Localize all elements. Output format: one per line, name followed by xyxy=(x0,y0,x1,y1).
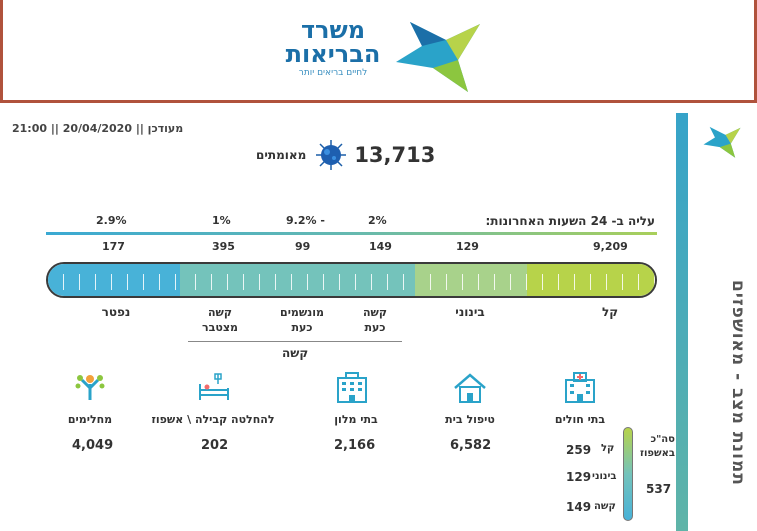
severe-now-label-l2: כעת xyxy=(364,321,386,334)
recovered-label: מחלימים xyxy=(67,413,113,426)
severe-now-pct: 2% xyxy=(368,214,387,227)
recovered-person-icon xyxy=(75,375,105,400)
moderate-segment xyxy=(415,264,527,296)
mild-count: 9,209 xyxy=(593,240,628,253)
total-hospitalized-label: סה"כ באשפוז xyxy=(640,433,675,461)
severe-now-count: 149 xyxy=(369,240,392,253)
updated-timestamp: מעודכן || 20/04/2020 || 21:00 xyxy=(12,122,184,135)
cumulative-severe-label-l2: מצטבר xyxy=(202,321,238,334)
hotels-label: בתי מלון xyxy=(334,413,378,426)
severe-group-label: קשה xyxy=(282,346,309,360)
ventilated-count: 99 xyxy=(295,240,311,253)
virus-icon xyxy=(316,140,347,170)
dead-count: 177 xyxy=(102,240,125,253)
cumulative-severe-label-l1: קשה xyxy=(208,306,232,319)
ministry-logo-icon xyxy=(703,126,741,158)
ministry-header: משרד הבריאות לחיים בריאים יותר xyxy=(0,0,757,103)
severity-thermometer xyxy=(46,262,657,298)
hospital-moderate-label: בינוני xyxy=(592,471,617,482)
hotels-value: 2,166 xyxy=(334,438,376,453)
status-card xyxy=(8,113,676,531)
ventilated-label-l2: כעת xyxy=(291,321,313,334)
cumulative-severe-label: קשה מצטבר xyxy=(192,305,248,335)
mild-label: קל xyxy=(601,305,619,319)
recovered-value: 4,049 xyxy=(72,438,114,453)
logo-line1: משרד xyxy=(300,16,366,44)
dead-pct: 2.9% xyxy=(96,214,127,227)
moderate-label: בינוני xyxy=(455,305,485,319)
total-label-l2: באשפוז xyxy=(640,448,675,459)
pending-value: 202 xyxy=(201,438,229,453)
side-panel: תמונת מצב - מאושפזים xyxy=(688,113,757,531)
dead-label: נפטר xyxy=(101,305,131,319)
confirmed-label: מאומתים xyxy=(256,148,307,162)
rise-24h-label: עליה ב- 24 השעות האחרונות: xyxy=(485,214,655,228)
logo-line2: הבריאות xyxy=(285,40,381,68)
side-strip xyxy=(676,113,688,531)
hospitals-label: בתי חולים xyxy=(554,413,606,426)
cumulative-severe-count: 395 xyxy=(212,240,235,253)
dead-segment xyxy=(48,264,180,296)
hospital-bed-icon xyxy=(199,373,229,400)
confirmed-block: מאומתים 13,713 xyxy=(256,138,435,172)
total-hospitalized-value: 537 xyxy=(646,482,672,496)
side-title: תמונת מצב - מאושפזים xyxy=(728,280,748,486)
ventilated-label-l1: מונשמים xyxy=(280,306,324,319)
ventilated-pct: 9.2% - xyxy=(286,214,325,227)
cumulative-severe-pct: 1% xyxy=(212,214,231,227)
pending-label: להחלטה קבילה \ אשפוז xyxy=(151,413,275,426)
logo-slogan: לחיים בריאים יותר xyxy=(298,68,368,78)
hospital-mild-value: 259 xyxy=(566,443,592,457)
confirmed-value: 13,713 xyxy=(354,143,436,167)
hotel-icon xyxy=(337,372,367,403)
home-care-label: טיפול בית xyxy=(445,413,495,426)
hospital-mild-label: קל xyxy=(601,443,615,454)
ventilated-label: מונשמים כעת xyxy=(272,305,332,335)
hospital-icon xyxy=(565,372,595,403)
gradient-rule xyxy=(46,232,657,235)
house-icon xyxy=(454,373,486,403)
severe-now-label: קשה כעת xyxy=(350,305,400,335)
mild-segment xyxy=(527,264,655,296)
home-care-value: 6,582 xyxy=(450,438,492,453)
hospital-severe-label: קשה xyxy=(594,501,616,512)
severe-segment xyxy=(180,264,415,296)
hospital-severity-gauge xyxy=(623,427,633,521)
hospital-moderate-value: 129 xyxy=(566,470,592,484)
severe-now-label-l1: קשה xyxy=(363,306,387,319)
logo-text: משרד הבריאות לחיים בריאים יותר xyxy=(273,18,393,78)
ministry-logo-icon xyxy=(396,22,480,92)
moderate-count: 129 xyxy=(456,240,479,253)
hospital-severe-value: 149 xyxy=(566,500,592,514)
severe-group-divider xyxy=(188,341,402,342)
total-label-l1: סה"כ xyxy=(650,434,675,445)
